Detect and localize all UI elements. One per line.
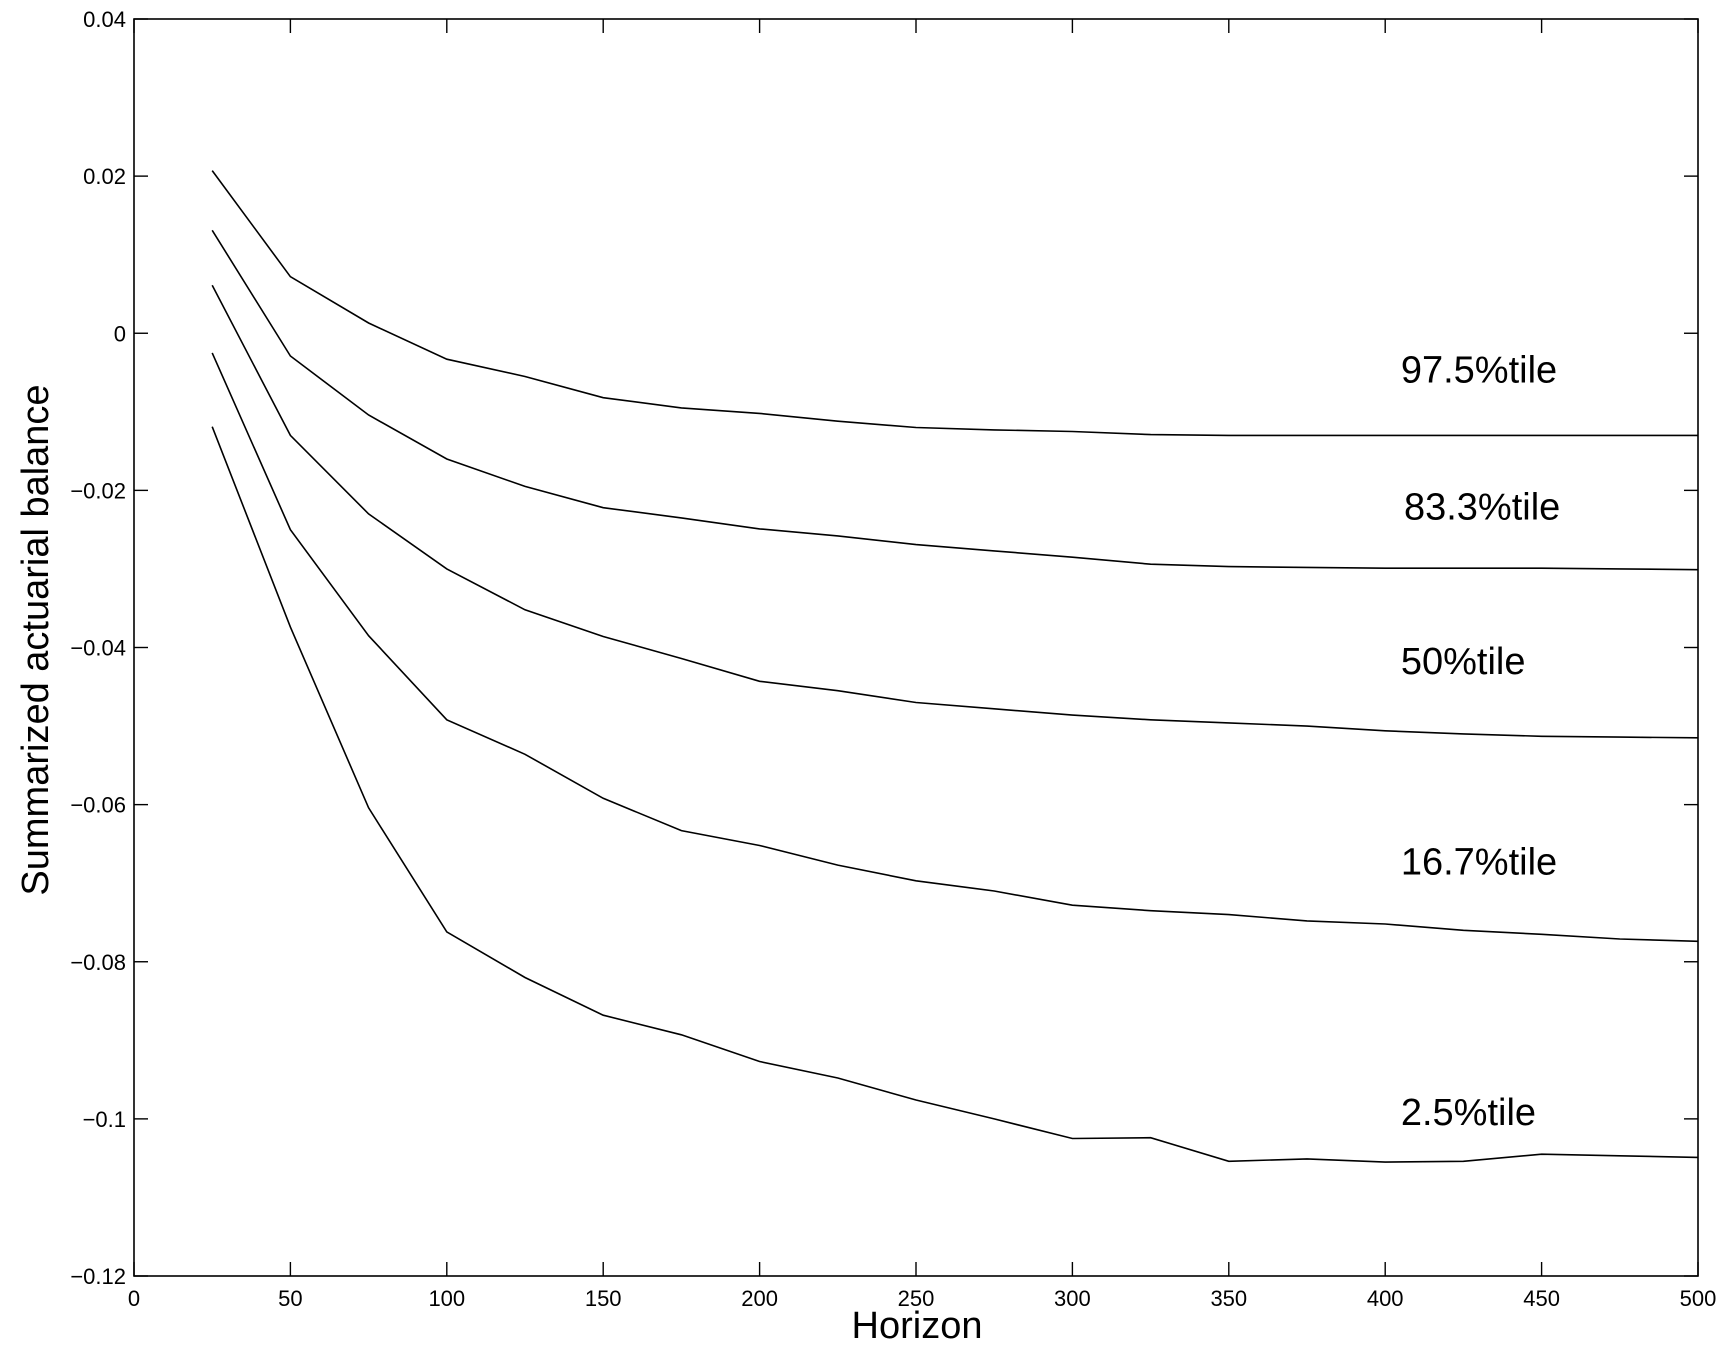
y-tick-label: 0.04 [83, 7, 126, 32]
x-tick-label: 300 [1054, 1286, 1091, 1311]
series-line-50-tile [211, 284, 1699, 739]
y-axis-title: Summarized actuarial balance [15, 384, 57, 895]
series-line-97-5-tile [211, 170, 1698, 437]
axes-layer: 0 50 100 150 200 250 300 350 400 450 5000.040.020−… [70, 7, 1716, 1311]
y-tick-label: 0.02 [83, 164, 126, 189]
x-tick-label: 400 [1367, 1286, 1404, 1311]
y-tick-label: −0.04 [70, 636, 126, 661]
x-tick-label: 50 [278, 1286, 302, 1311]
y-tick-label: −0.12 [70, 1264, 126, 1289]
series-line-83-3-tile [211, 229, 1699, 571]
x-tick-label: 250 [898, 1286, 935, 1311]
x-axis-title: Horizon [852, 1305, 983, 1347]
x-tick-label: 0 [128, 1286, 140, 1311]
series-label: 50%tile [1401, 641, 1526, 683]
series-line-2-5-tile [211, 426, 1699, 1163]
x-tick-label: 200 [741, 1286, 778, 1311]
x-tick-label: 150 [585, 1286, 622, 1311]
series-label: 16.7%tile [1401, 842, 1557, 884]
x-tick-label: 450 [1523, 1286, 1560, 1311]
series-label: 97.5%tile [1401, 350, 1557, 392]
y-tick-label: −0.08 [70, 950, 126, 975]
series-label: 83.3%tile [1404, 486, 1560, 528]
series-label: 2.5%tile [1401, 1092, 1536, 1134]
y-tick-label: −0.06 [70, 793, 126, 818]
labels-layer: 97.5%tile 83.3%tile 50%tile 16.7%tile 2.5%ti… [1401, 350, 1560, 1134]
series-line-16-7-tile [211, 352, 1699, 943]
y-tick-label: 0 [114, 321, 126, 346]
y-tick-label: −0.02 [70, 478, 126, 503]
x-tick-label: 100 [428, 1286, 465, 1311]
series-layer [211, 170, 1699, 1163]
x-tick-label: 500 [1680, 1286, 1717, 1311]
y-tick-label: −0.1 [83, 1107, 126, 1132]
x-tick-label: 350 [1210, 1286, 1247, 1311]
